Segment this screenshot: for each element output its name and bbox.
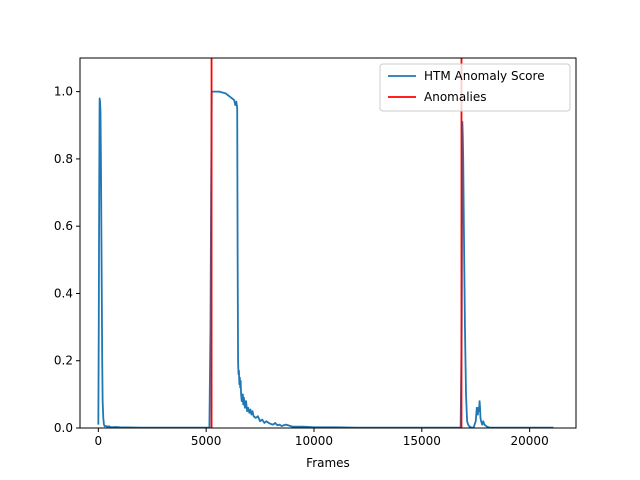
- y-tick-label: 0.8: [54, 152, 73, 166]
- y-tick-label: 0.2: [54, 354, 73, 368]
- x-tick-label: 10000: [295, 434, 333, 448]
- y-tick-label: 0.4: [54, 286, 73, 300]
- y-tick-label: 0.6: [54, 219, 73, 233]
- y-tick-label: 1.0: [54, 85, 73, 99]
- x-tick-label: 0: [95, 434, 103, 448]
- axes-frame: [79, 57, 577, 429]
- y-tick-label: 0.0: [54, 421, 73, 435]
- y-axis: 0.0 0.2 0.4 0.6 0.8 1.0: [54, 85, 80, 435]
- legend-label: Anomalies: [424, 90, 487, 104]
- x-tick-label: 20000: [511, 434, 549, 448]
- x-tick-label: 5000: [191, 434, 222, 448]
- x-axis-label: Frames: [306, 456, 350, 470]
- legend-label: HTM Anomaly Score: [424, 69, 545, 83]
- legend: HTM Anomaly Score Anomalies: [379, 63, 571, 112]
- x-axis: 0 5000 10000 15000 20000: [95, 428, 549, 448]
- legend-box: [379, 63, 571, 112]
- x-tick-label: 15000: [403, 434, 441, 448]
